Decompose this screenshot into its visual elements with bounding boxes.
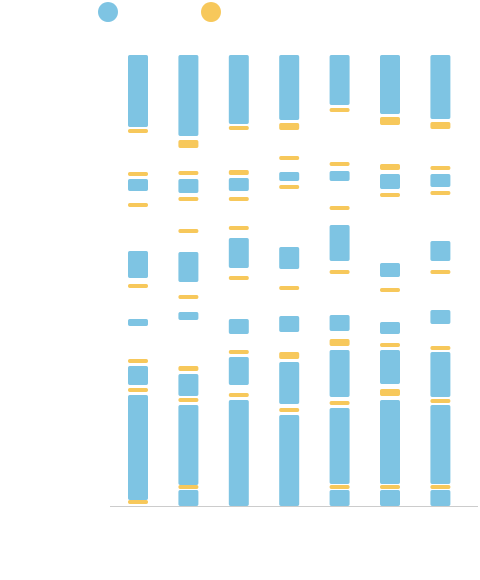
segment bbox=[279, 156, 300, 160]
segment bbox=[430, 241, 451, 261]
segment bbox=[178, 252, 199, 282]
segment bbox=[228, 393, 249, 397]
segment bbox=[279, 185, 300, 189]
segment bbox=[430, 191, 451, 195]
segment bbox=[279, 286, 300, 290]
segment bbox=[178, 197, 199, 201]
segment bbox=[128, 179, 148, 191]
segment bbox=[279, 316, 300, 332]
segment bbox=[279, 352, 300, 359]
segment bbox=[329, 485, 350, 489]
segment bbox=[228, 319, 249, 334]
segment bbox=[128, 203, 148, 207]
segment bbox=[128, 251, 148, 278]
segment bbox=[178, 171, 199, 175]
segment bbox=[128, 500, 148, 504]
segment bbox=[329, 108, 350, 112]
segment bbox=[178, 295, 199, 299]
segment bbox=[430, 55, 451, 119]
segment bbox=[430, 270, 451, 274]
segment bbox=[178, 140, 199, 148]
legend-swatch bbox=[98, 2, 118, 22]
segment bbox=[228, 350, 249, 354]
segment bbox=[178, 405, 199, 485]
segment bbox=[329, 55, 350, 105]
segment bbox=[380, 193, 400, 197]
segment bbox=[128, 55, 148, 127]
segment bbox=[128, 284, 148, 288]
segment bbox=[228, 55, 249, 124]
segment bbox=[178, 398, 199, 402]
segment bbox=[380, 485, 400, 489]
segment bbox=[128, 129, 148, 133]
segment bbox=[228, 170, 249, 175]
segment bbox=[228, 197, 249, 201]
segment bbox=[329, 225, 350, 261]
segment bbox=[329, 408, 350, 484]
segment bbox=[380, 263, 400, 277]
segment bbox=[178, 366, 199, 371]
segment bbox=[228, 126, 249, 130]
segment bbox=[380, 490, 400, 506]
segment bbox=[128, 172, 148, 176]
segment bbox=[430, 346, 451, 350]
segment bbox=[430, 405, 451, 484]
segment bbox=[430, 174, 451, 187]
segment bbox=[380, 343, 400, 347]
segment bbox=[380, 174, 400, 189]
segment bbox=[380, 164, 400, 170]
segment bbox=[279, 123, 300, 130]
segment bbox=[279, 415, 300, 506]
segment bbox=[380, 288, 400, 292]
segment bbox=[430, 122, 451, 129]
segment bbox=[228, 400, 249, 506]
segment bbox=[329, 206, 350, 210]
segment bbox=[279, 247, 300, 269]
segment bbox=[228, 357, 249, 385]
segment bbox=[430, 310, 451, 324]
segment bbox=[329, 171, 350, 181]
segment bbox=[228, 226, 249, 230]
segment bbox=[329, 490, 350, 506]
segment bbox=[228, 276, 249, 280]
segment bbox=[178, 485, 199, 489]
segment bbox=[430, 166, 451, 170]
segment bbox=[279, 408, 300, 412]
segment bbox=[279, 362, 300, 404]
segment bbox=[279, 55, 300, 120]
segment bbox=[228, 238, 249, 268]
segment bbox=[380, 55, 400, 114]
segment bbox=[329, 162, 350, 166]
segment bbox=[178, 229, 199, 233]
legend-swatch bbox=[201, 2, 221, 22]
segment bbox=[128, 319, 148, 326]
segment bbox=[329, 270, 350, 274]
segment bbox=[380, 350, 400, 384]
segment bbox=[128, 388, 148, 392]
segment bbox=[430, 399, 451, 403]
segment bbox=[380, 117, 400, 125]
segment bbox=[329, 350, 350, 397]
segment bbox=[380, 322, 400, 334]
segment bbox=[430, 485, 451, 489]
segment bbox=[430, 352, 451, 397]
segment bbox=[380, 389, 400, 396]
segment bbox=[329, 315, 350, 331]
segment bbox=[329, 401, 350, 405]
segment bbox=[178, 55, 199, 136]
segment bbox=[178, 312, 199, 320]
segment bbox=[228, 178, 249, 191]
segment bbox=[380, 400, 400, 484]
segment bbox=[178, 374, 199, 396]
segment bbox=[329, 339, 350, 346]
segment bbox=[128, 395, 148, 500]
segment bbox=[279, 172, 300, 181]
segment bbox=[178, 490, 199, 506]
segment bbox=[178, 179, 199, 193]
segment bbox=[128, 366, 148, 385]
segment bbox=[128, 359, 148, 363]
segment bbox=[430, 490, 451, 506]
